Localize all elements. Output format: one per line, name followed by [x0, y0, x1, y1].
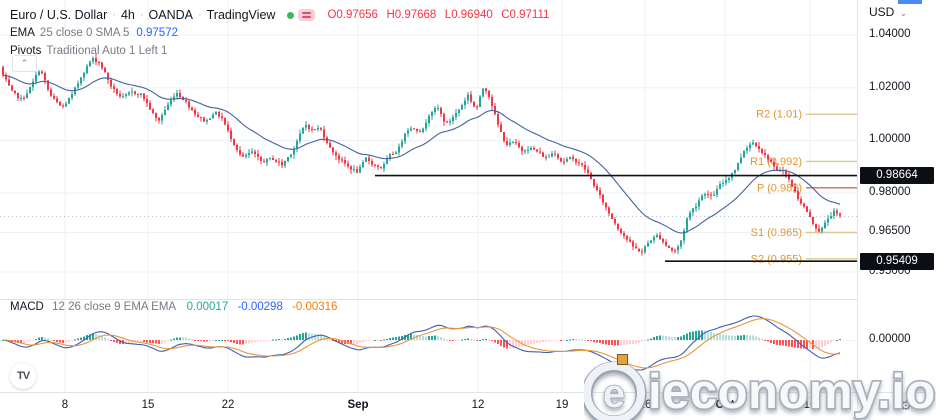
low-value: L0.96940 [444, 9, 493, 21]
axis-settings-gear-icon[interactable]: ⚙ [900, 398, 912, 413]
macd-legend: MACD 12 26 close 9 EMA EMA 0.00017 -0.00… [10, 301, 337, 313]
chart-legend: Euro / U.S. Dollar · 4h · OANDA · Tradin… [10, 6, 554, 60]
macd-signal-line [2, 318, 841, 369]
ma-indicator-name[interactable]: EMA [10, 27, 35, 39]
ma-indicator-value: 0.97572 [136, 27, 178, 39]
price-line-badge: 0.95409 [860, 252, 934, 270]
market-status-dot-icon [287, 11, 295, 19]
high-value: H0.97668 [386, 9, 437, 21]
separator: · [112, 8, 116, 21]
price-axis-label: 0.98000 [869, 186, 911, 199]
price-axis-label: 1.02000 [869, 80, 911, 93]
time-axis-label: 10 [803, 399, 817, 411]
pivot-levels: R2 (1.01) R1 (0.992) P (0.982) S1 (0.965) S2… [750, 109, 857, 265]
interval-label[interactable]: 4h [120, 7, 135, 22]
ma-indicator-params: 25 close 0 SMA 5 [39, 27, 130, 39]
close-value: C0.97111 [501, 9, 550, 21]
time-axis-label: 15 [141, 399, 155, 411]
currency-label: USD [869, 5, 895, 19]
chevron-up-icon: ⌃ [20, 58, 29, 68]
candlestick-series [2, 54, 841, 256]
time-axis-label: 12 [471, 399, 485, 411]
currency-selector[interactable]: USD ⌄ [869, 5, 907, 19]
time-axis-label: Sep [347, 399, 369, 411]
macd-line-value: -0.00298 [237, 301, 283, 313]
price-axis-label: 0.96500 [869, 225, 911, 238]
pivots-indicator-name[interactable]: Pivots [10, 45, 42, 57]
platform-label: TradingView [206, 7, 276, 22]
svg-text:R2 (1.01): R2 (1.01) [756, 109, 802, 121]
macd-signal-value: -0.00316 [292, 301, 338, 313]
ohlc-readout: O0.97656 H0.97668 L0.96940 C0.97111 [327, 6, 554, 24]
chevron-down-icon: ⌄ [899, 8, 908, 18]
notes-flag-icon[interactable] [298, 9, 316, 21]
top-right-accent-bar [898, 0, 922, 4]
price-line-badge: 0.98664 [860, 167, 934, 185]
price-axis-label: 1.04000 [869, 28, 911, 41]
separator: · [197, 8, 202, 21]
symbol-title[interactable]: Euro / U.S. Dollar [10, 7, 108, 22]
svg-text:S1 (0.965): S1 (0.965) [751, 227, 802, 239]
svg-text:S2 (0.955): S2 (0.955) [751, 253, 802, 265]
time-axis-label: Oct [715, 399, 735, 411]
svg-text:P (0.982): P (0.982) [757, 182, 802, 194]
macd-line [2, 315, 841, 371]
macd-indicator-params: 12 26 close 9 EMA EMA [52, 301, 176, 313]
time-axis-label: 26 [638, 399, 652, 411]
time-axis-label: 19 [555, 399, 569, 411]
macd-hist-value: 0.00017 [186, 301, 229, 313]
price-axis-label: 1.00000 [869, 133, 911, 146]
time-axis-label: 22 [221, 399, 235, 411]
tradingview-logo-mark: TV [16, 370, 30, 382]
macd-indicator-name[interactable]: MACD [10, 301, 44, 313]
ema-line [2, 74, 841, 234]
horizontal-line-drawings[interactable] [375, 174, 857, 263]
gridlines [0, 0, 936, 392]
axis-corner-cell: ⚙ [857, 392, 936, 420]
open-value: O0.97656 [327, 9, 378, 21]
time-axis[interactable]: 8 15 22 Sep 12 19 26 Oct 10 [0, 392, 857, 420]
svg-text:R1 (0.992): R1 (0.992) [750, 156, 802, 168]
legend-collapse-button[interactable]: ⌃ [12, 55, 37, 72]
time-axis-label: 8 [61, 399, 69, 411]
separator: · [139, 8, 144, 21]
pivots-indicator-params: Traditional Auto 1 Left 1 [46, 45, 168, 57]
macd-zero-label: 0.00000 [869, 333, 911, 345]
tradingview-logo[interactable]: TV [10, 363, 36, 389]
price-axis[interactable]: USD ⌄ 1.04000 1.02000 1.00000 0.98000 0.9650… [857, 0, 936, 392]
exchange-label: OANDA [148, 7, 193, 22]
